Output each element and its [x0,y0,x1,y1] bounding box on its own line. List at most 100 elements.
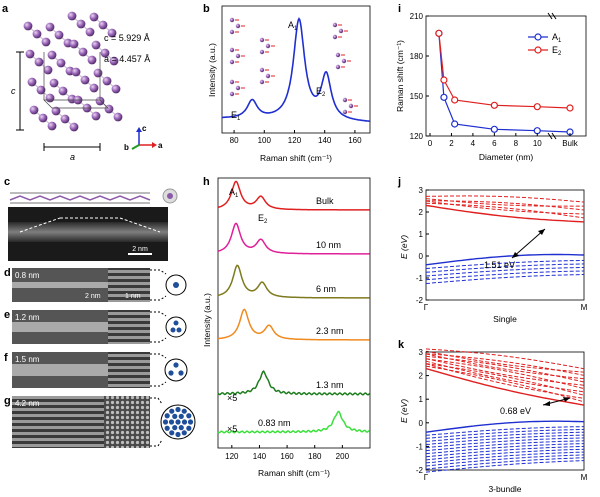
data-point [451,96,459,104]
data-point [533,103,541,111]
ytick-label: 3 [419,348,424,357]
lattice-a-label: a = 4.457 Å [104,54,150,64]
atom [111,84,121,94]
multiplier-1: ×5 [227,393,237,403]
xtick-label: 0 [428,139,433,148]
xtick-label: 8 [514,139,519,148]
diameter-e: 1.2 nm [15,313,40,322]
valence-band [425,270,585,281]
panel-i-axes: 120 150 180 210 0 2 4 6 8 10 Bulk [410,12,579,148]
atom [41,37,51,47]
gap-label-single: 1.51 eV [484,260,515,270]
panel-j-label: j [397,176,401,188]
raman-spectrum-line [222,17,370,122]
trace-label: 6 nm [316,284,336,294]
scale-d: 2 nm [85,293,101,300]
ytick-label: -2 [416,466,424,475]
ytick-label: 2 [419,372,424,381]
atom [89,83,99,93]
valence-band [425,431,584,442]
conduction-band [425,360,585,393]
h-peak-e2-label: E2 [258,213,268,225]
atom [56,58,66,68]
valence-band [425,428,585,439]
conduction-band [425,367,585,406]
gap-label-bundle: 0.68 eV [500,406,531,416]
gap-arrow-single [511,228,546,259]
x-m-label: M [581,303,588,312]
valence-band [425,443,585,455]
panel-j-axes: -2 -1 0 1 2 3 Γ M [416,186,588,312]
peak-a1-label: A1 [288,20,298,32]
c-dimension-label: c [11,86,16,96]
trace-label: 2.3 nm [316,326,344,336]
spectrum-Bulk [217,180,370,211]
valence-band [425,440,585,452]
crystal-structure [23,11,123,132]
peak-e2-label: E2 [316,86,326,98]
panel-j-frame [425,189,585,301]
trace-label: 10 nm [316,240,341,250]
series-line-A1 [438,33,571,133]
conduction-band [425,200,585,215]
atom [95,96,105,106]
panel-b-xticks: 80 100 120 140 160 [230,130,362,145]
xtick-label: 200 [336,452,350,461]
trace-label: 1.3 nm [316,380,344,390]
scale-d2: 1 nm [125,293,141,300]
trace-label: Bulk [316,196,334,206]
atom [89,12,99,22]
atom [51,106,61,116]
ytick-label: -1 [416,442,424,451]
data-point [440,76,448,84]
panel-d-label: d [4,267,11,279]
panel-b-ylabel: Intensity (a.u.) [207,43,217,97]
conduction-band [425,353,585,380]
conduction-band [425,348,585,370]
panel-b-frame [221,5,371,134]
panel-i-plot [435,29,574,136]
a-dimension-label: a [70,152,75,162]
atom [80,75,90,85]
atom [58,86,68,96]
atom [113,112,123,122]
xtick-label: 100 [258,136,272,145]
atom [36,85,46,95]
atom [54,30,64,40]
valence-band [425,454,585,467]
atom [49,78,59,88]
ytick-label: 120 [410,132,424,141]
atom [47,121,57,131]
data-point [490,125,498,133]
valence-band [425,259,585,269]
panel-h-frame [217,177,371,449]
panel-f-label: f [4,352,8,364]
conduction-band [425,204,585,223]
panel-a-label: a [2,3,9,15]
atom [25,49,35,59]
ytick-label: 180 [410,52,424,61]
xtick-label: 10 [533,139,542,148]
series-line-E2 [438,33,571,109]
atom [29,105,39,115]
atom [93,68,103,78]
xtick-label: 180 [308,452,322,461]
ytick-label: 0 [419,419,424,428]
ytick-label: 0 [419,252,424,261]
conduction-band [425,195,585,203]
panel-i-ylabel: Raman shift (cm⁻¹) [395,40,405,112]
atom [87,55,97,65]
band-structure-single [425,195,585,284]
phonon-mode-diagrams [229,17,358,115]
atom [34,57,44,67]
ytick-label: 2 [419,208,424,217]
axis-a-label: a [158,141,163,150]
xtick-label: 2 [449,139,454,148]
xtick-label: 120 [225,452,239,461]
conduction-band [425,350,585,373]
valence-band [425,434,585,445]
xtick-label: 140 [318,136,332,145]
panel-b-xlabel: Raman shift (cm⁻¹) [260,153,332,163]
atom [60,114,70,124]
panel-k-xlabel: 3-bundle [488,484,521,494]
